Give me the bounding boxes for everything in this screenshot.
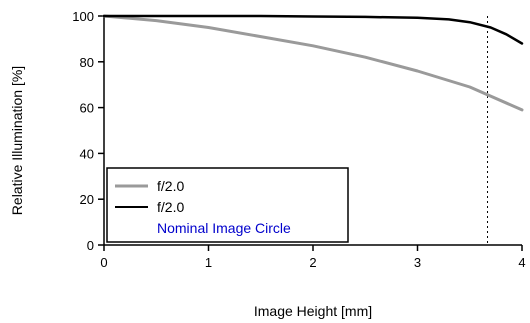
y-tick-label: 40	[80, 146, 94, 161]
legend-label-nominal-image-circle: Nominal Image Circle	[157, 220, 291, 236]
x-tick-label: 1	[205, 255, 212, 270]
legend-label-series-2: f/2.0	[157, 199, 184, 215]
x-tick-label: 3	[414, 255, 421, 270]
x-tick-label: 2	[309, 255, 316, 270]
x-axis-label: Image Height [mm]	[254, 303, 372, 319]
y-tick-label: 60	[80, 101, 94, 116]
y-tick-label: 80	[80, 55, 94, 70]
legend-label-series-1: f/2.0	[157, 178, 184, 194]
y-tick-label: 0	[87, 238, 94, 253]
series-line-2	[102, 14, 524, 45]
x-tick-label: 0	[100, 255, 107, 270]
series-line-1	[102, 14, 524, 112]
y-tick-label: 100	[72, 9, 94, 24]
axes: 0 20 40 60 80 100 0 1 2 3 4 Image Height [mm] Relati…	[9, 9, 526, 319]
y-tick-label: 20	[80, 192, 94, 207]
series-layer	[102, 14, 524, 245]
legend: f/2.0 f/2.0 Nominal Image Circle	[106, 167, 349, 243]
legend-box	[106, 167, 349, 243]
y-axis-label: Relative Illumination [%]	[9, 66, 25, 215]
x-tick-label: 4	[518, 255, 525, 270]
